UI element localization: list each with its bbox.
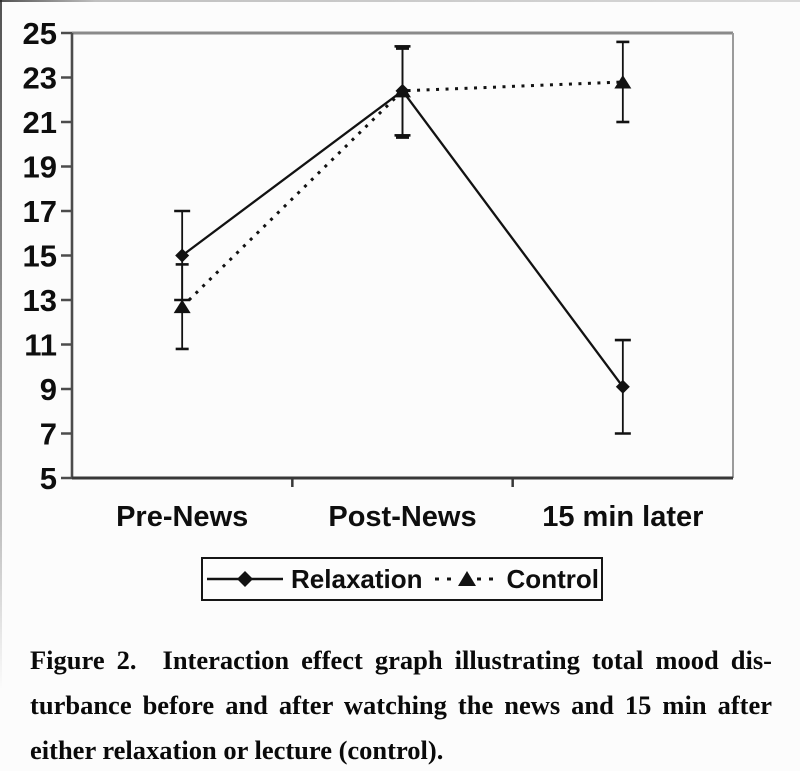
y-tick-label: 13	[23, 283, 57, 318]
relaxation-diamond-marker	[175, 248, 190, 263]
y-tick-label: 11	[24, 328, 57, 363]
legend-item-control: Control	[433, 564, 599, 595]
y-tick-label: 9	[40, 372, 57, 407]
control-triangle-marker	[173, 299, 191, 314]
control-triangle-marker	[394, 83, 411, 98]
legend-label-control: Control	[506, 563, 599, 594]
caption-line-3: either relaxation or lecture (control).	[30, 735, 444, 765]
figure-number: Figure 2.	[30, 645, 137, 675]
mood-disturbance-line-chart: 5 7 9 11 13 15 17 19 21 23 25 Pre-News Post-News 15 m…	[23, 16, 734, 533]
legend-label-relaxation: Relaxation	[291, 563, 423, 594]
x-category-label: Pre-News	[116, 501, 248, 533]
control-triangle-marker	[614, 74, 632, 89]
relaxation-solid-diamond-line-icon	[207, 571, 284, 587]
relaxation-diamond-marker	[615, 379, 630, 394]
figure-caption: Figure 2. Interaction effect graph illust…	[30, 638, 772, 771]
caption-line-2: turbance before and after watching the n…	[30, 690, 772, 720]
x-category-label: 15 min later	[542, 501, 703, 533]
y-tick-label: 7	[40, 417, 57, 452]
y-tick-label: 25	[23, 16, 57, 51]
y-tick-label: 19	[23, 150, 57, 185]
chart-legend: Relaxation Control	[201, 557, 603, 601]
y-tick-label: 21	[23, 105, 57, 140]
y-tick-label: 5	[40, 461, 57, 496]
y-tick-label: 15	[23, 239, 57, 274]
control-dashed-triangle-line-icon	[434, 571, 500, 586]
x-category-label: Post-News	[328, 501, 476, 533]
caption-text-1: Interaction effect graph illustrating to…	[162, 645, 773, 675]
page-edge-artifact-left	[0, 0, 2, 690]
y-tick-label: 23	[23, 61, 57, 96]
y-tick-label: 17	[23, 194, 57, 229]
legend-item-relaxation: Relaxation	[205, 564, 423, 595]
caption-line-1: Figure 2. Interaction effect graph illust…	[30, 638, 772, 683]
page-edge-artifact-top	[0, 0, 800, 2]
